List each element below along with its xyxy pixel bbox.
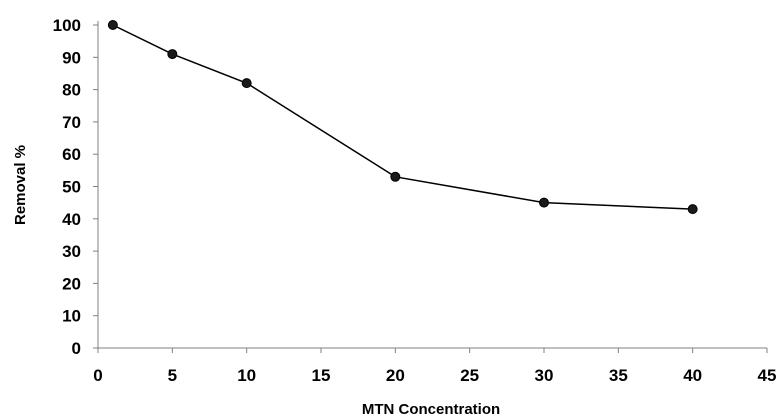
y-axis-title: Removal % (12, 145, 29, 225)
y-tick-label: 40 (62, 210, 81, 229)
axes (97, 21, 767, 349)
data-point (539, 197, 549, 208)
y-tick-label: 10 (62, 307, 81, 326)
x-axis-ticks: 0 5 10 15 20 25 30 35 40 45 (93, 348, 776, 385)
data-point (241, 78, 252, 89)
y-tick-label: 50 (62, 178, 81, 197)
x-tick-label: 25 (460, 366, 479, 385)
y-tick-label: 60 (62, 145, 81, 164)
x-tick-label: 15 (312, 366, 331, 385)
data-point (390, 171, 401, 182)
x-tick-label: 10 (237, 366, 256, 385)
y-tick-label: 30 (62, 242, 81, 261)
x-axis-title: MTN Concentration (362, 401, 500, 418)
y-tick-label: 0 (72, 339, 81, 358)
y-tick-label: 80 (62, 81, 81, 100)
x-tick-label: 20 (386, 366, 405, 385)
x-tick-label: 0 (93, 366, 102, 385)
x-tick-label: 45 (758, 366, 777, 385)
series-layer (107, 20, 698, 215)
series-line (112, 24, 693, 210)
y-tick-label: 90 (62, 48, 81, 67)
data-point (167, 49, 178, 60)
data-point (687, 204, 698, 215)
y-tick-label: 70 (62, 113, 81, 132)
y-axis-ticks: 0 10 20 30 40 50 60 70 80 90 100 (53, 16, 98, 358)
x-tick-label: 5 (168, 366, 177, 385)
y-tick-label: 100 (53, 16, 81, 35)
x-tick-label: 30 (535, 366, 554, 385)
y-tick-label: 20 (62, 274, 81, 293)
x-tick-label: 35 (609, 366, 628, 385)
x-tick-label: 40 (683, 366, 702, 385)
data-point (107, 20, 118, 30)
